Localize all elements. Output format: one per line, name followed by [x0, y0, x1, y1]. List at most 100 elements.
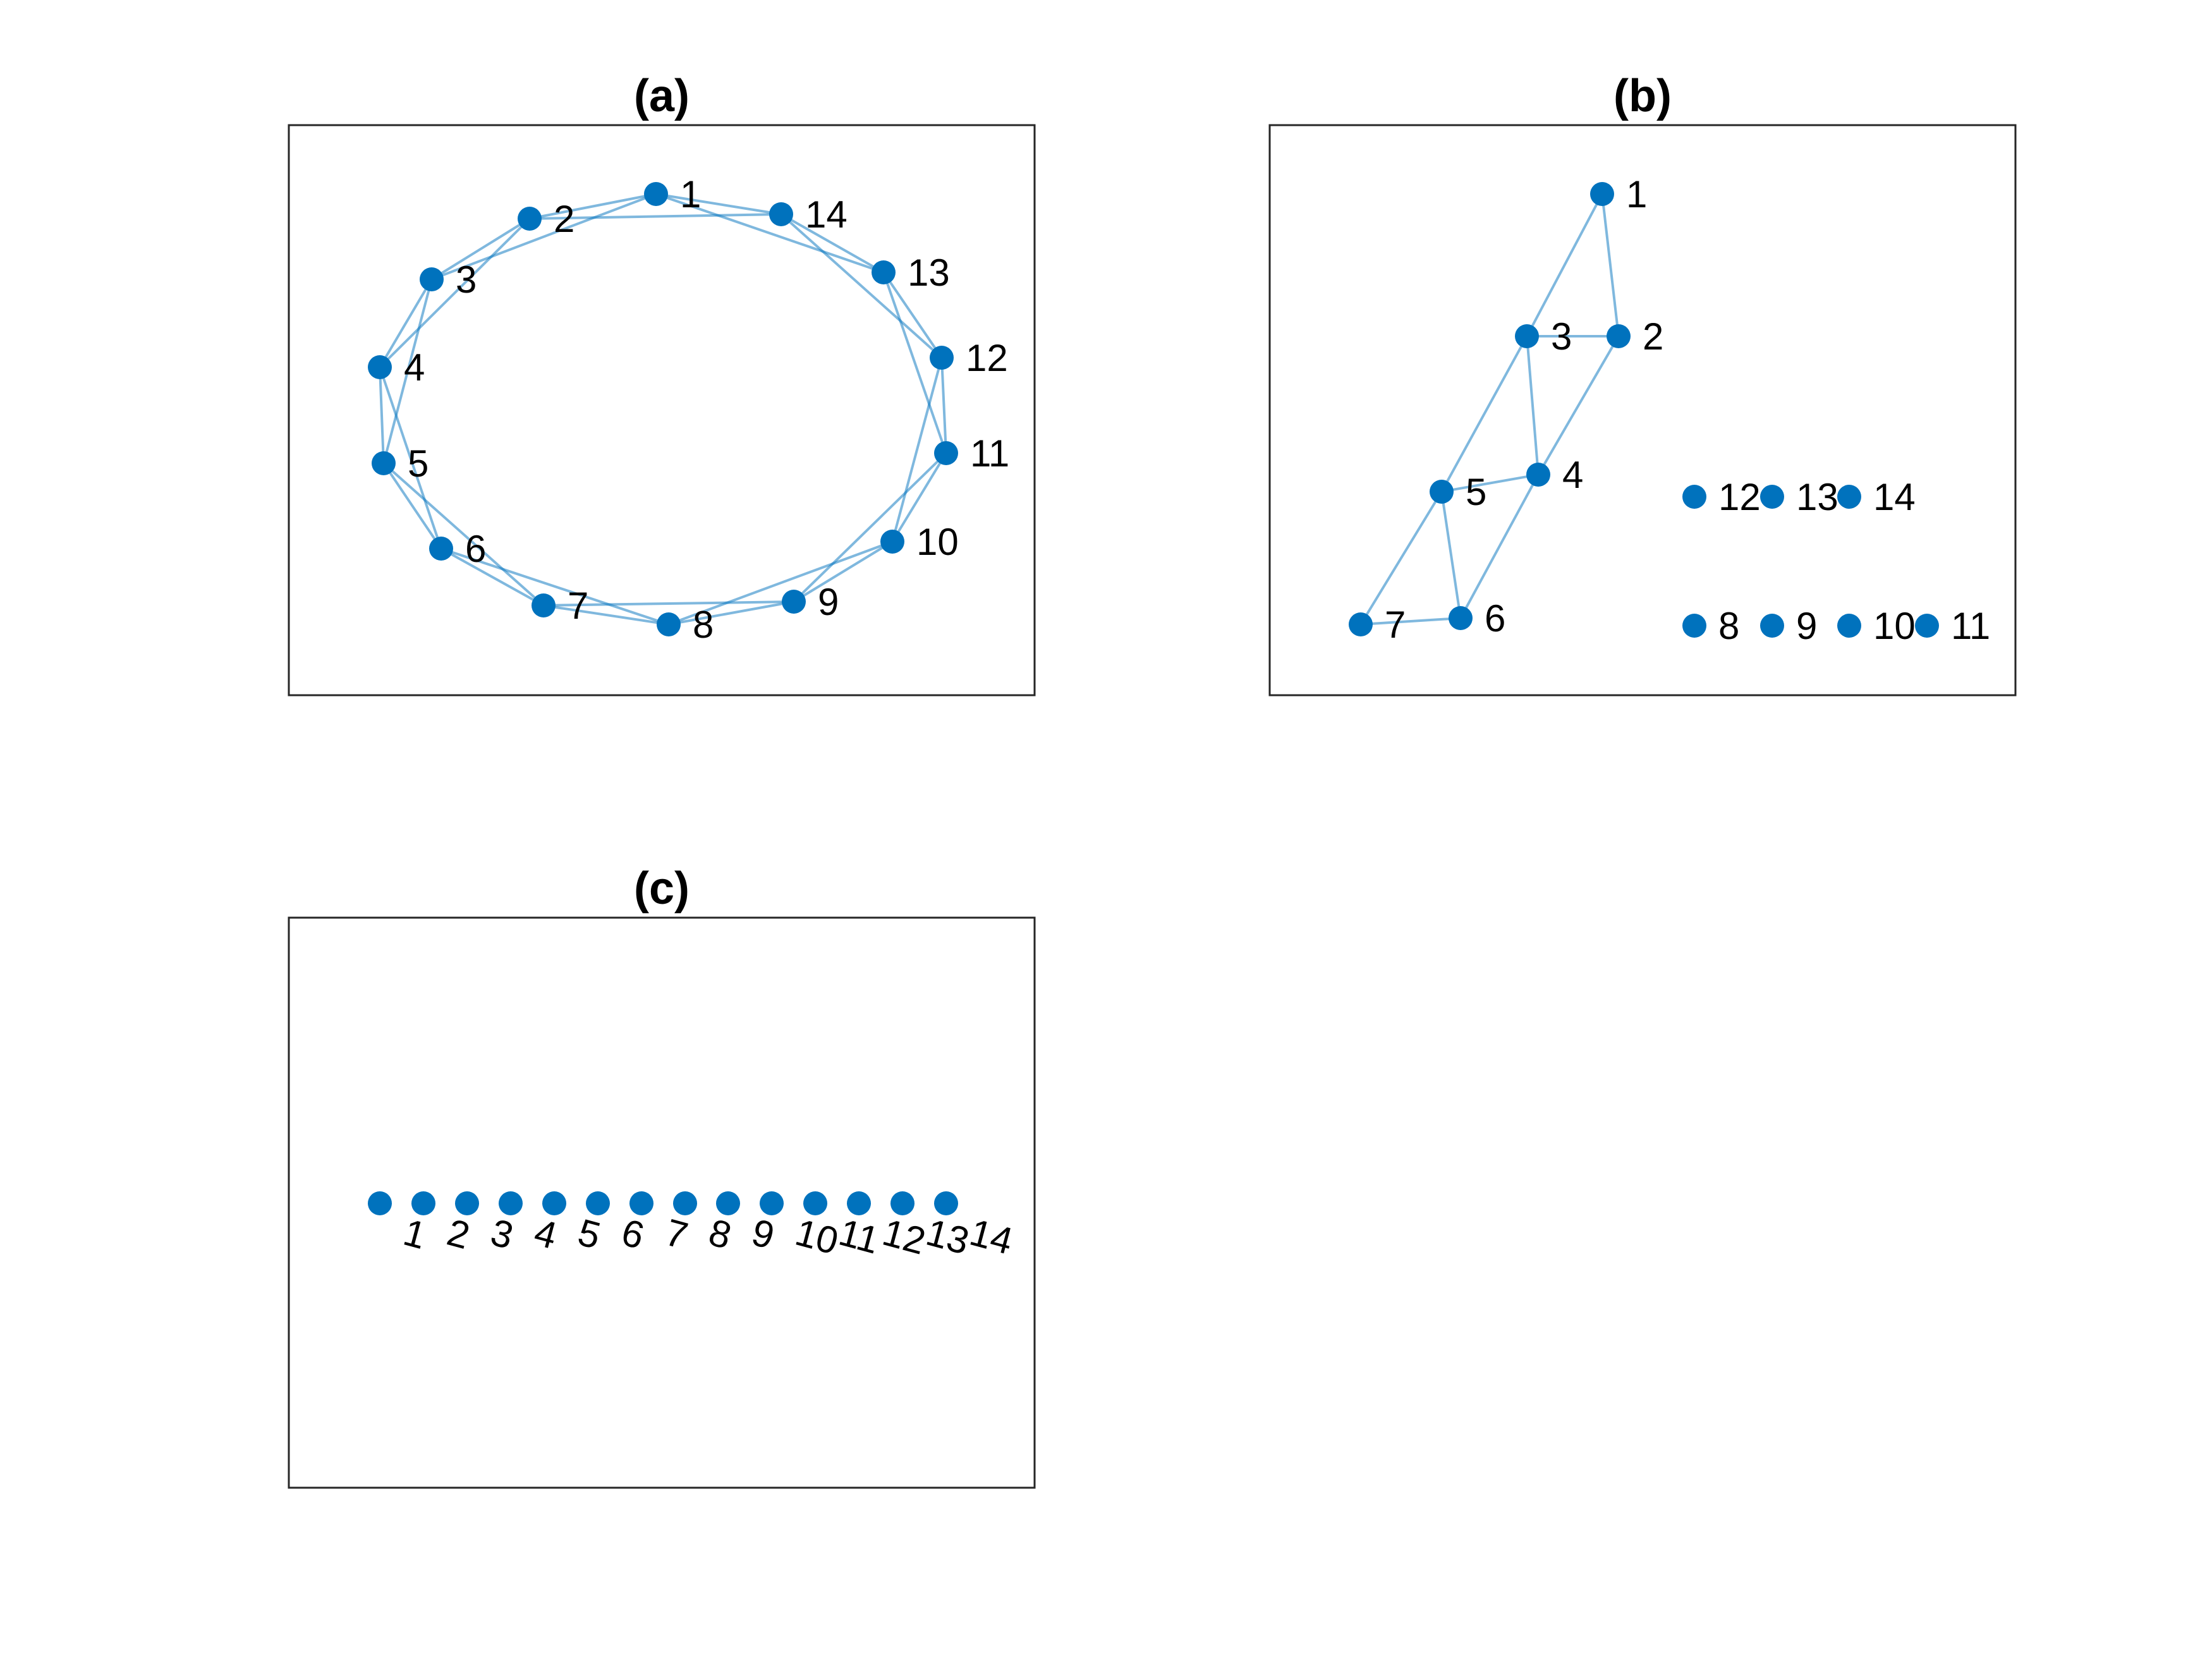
node-label: 10	[916, 521, 959, 563]
node-label: 6	[1485, 597, 1505, 640]
node-9	[782, 590, 806, 614]
node-5	[542, 1191, 566, 1215]
panel-b-edges	[1359, 193, 1620, 626]
node-4	[1526, 463, 1550, 487]
node-2	[411, 1191, 435, 1215]
node-label: 1	[1626, 173, 1647, 216]
node-label: 1	[680, 173, 701, 216]
node-3	[1515, 324, 1539, 348]
node-7	[629, 1191, 653, 1215]
node-label: 6	[465, 528, 486, 570]
node-7	[532, 593, 556, 617]
node-10	[760, 1191, 784, 1215]
node-label: 10	[1873, 605, 1916, 647]
edge-6-7	[441, 547, 544, 607]
edge-1-2	[529, 193, 657, 220]
node-12	[930, 346, 954, 370]
node-14	[934, 1191, 958, 1215]
edge-1-14	[655, 193, 782, 216]
node-11	[934, 441, 958, 465]
node-2	[1607, 324, 1631, 348]
edge-3-4	[379, 278, 433, 368]
edge-12-13	[882, 271, 943, 359]
edge-5-7	[382, 462, 545, 607]
node-label: 7	[1385, 604, 1406, 646]
edge-7-8	[543, 604, 669, 626]
node-8	[657, 612, 681, 636]
edge-13-14	[781, 213, 884, 274]
node-label: 4	[1562, 454, 1583, 496]
edge-1-2	[1601, 193, 1620, 337]
node-8	[1682, 614, 1706, 638]
edge-12-14	[780, 213, 943, 359]
node-3	[455, 1191, 479, 1215]
node-label: 4	[404, 346, 425, 389]
edge-4-6	[1459, 474, 1540, 619]
edge-11-13	[882, 272, 947, 454]
panel-c-frame	[288, 916, 1036, 1489]
node-13	[890, 1191, 915, 1215]
node-6	[586, 1191, 610, 1215]
node-label: 3	[1551, 315, 1572, 358]
node-8	[673, 1191, 697, 1215]
node-13	[872, 260, 896, 284]
node-label: 3	[456, 258, 477, 301]
node-14	[769, 202, 793, 226]
edge-2-14	[529, 213, 782, 220]
edge-3-5	[382, 279, 433, 464]
node-1	[1590, 182, 1614, 206]
edge-11-12	[940, 357, 947, 454]
node-7	[1349, 612, 1373, 636]
node-12	[1682, 485, 1706, 509]
edge-3-5	[1440, 336, 1528, 492]
edge-2-3	[430, 217, 531, 281]
node-9	[716, 1191, 740, 1215]
node-11	[1915, 614, 1939, 638]
edge-8-10	[668, 540, 893, 626]
panel-a-frame	[288, 124, 1036, 696]
node-4	[499, 1191, 523, 1215]
edge-1-3	[431, 193, 657, 281]
node-label: 14	[805, 193, 848, 236]
node-12	[847, 1191, 871, 1215]
node-2	[518, 207, 542, 231]
node-label: 7	[568, 585, 588, 627]
edge-6-7	[1360, 617, 1461, 626]
edge-1-13	[655, 193, 884, 274]
node-11	[803, 1191, 827, 1215]
node-label: 9	[818, 581, 839, 623]
edge-2-4	[379, 217, 531, 368]
node-13	[1760, 485, 1784, 509]
node-5	[372, 451, 396, 475]
edge-4-6	[379, 367, 442, 549]
panel-c-title: (c)	[634, 863, 690, 914]
edge-3-4	[1526, 336, 1540, 475]
panel-a-title: (a)	[634, 71, 690, 121]
node-label: 9	[1796, 605, 1817, 647]
node-label: 12	[966, 337, 1008, 379]
edge-5-6	[1440, 491, 1462, 619]
panel-b-frame	[1268, 124, 2017, 696]
node-5	[1430, 480, 1454, 504]
node-14	[1837, 485, 1861, 509]
node-label: 2	[1643, 315, 1663, 358]
edge-7-9	[543, 600, 794, 607]
node-label: 12	[1718, 476, 1761, 518]
edge-5-6	[382, 462, 442, 550]
edge-10-11	[891, 452, 947, 543]
node-label: 11	[1951, 605, 1990, 647]
node-9	[1760, 614, 1784, 638]
node-label: 8	[1718, 605, 1739, 647]
edge-4-5	[379, 367, 385, 464]
edge-2-4	[1537, 335, 1620, 476]
node-1	[368, 1191, 392, 1215]
node-3	[420, 267, 444, 291]
node-label: 2	[554, 198, 574, 240]
panel-a-edges	[379, 193, 947, 626]
edge-6-8	[441, 547, 669, 626]
edge-4-5	[1441, 473, 1539, 493]
